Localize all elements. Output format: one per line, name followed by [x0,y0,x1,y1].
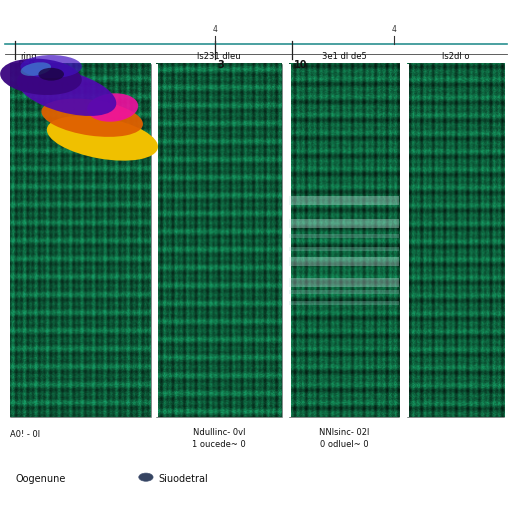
Text: 3: 3 [218,60,224,70]
Bar [156,64,282,417]
Bar [289,196,399,205]
Ellipse shape [47,116,158,161]
Ellipse shape [87,93,138,122]
Ellipse shape [41,99,143,137]
Text: ring: ring [20,52,37,61]
Ellipse shape [17,68,116,116]
Text: Siuodetral: Siuodetral [159,474,208,484]
Bar [289,301,399,305]
Bar [10,64,151,417]
Text: NNlsinc- 02l: NNlsinc- 02l [319,428,370,437]
Bar [289,278,399,287]
Text: 0 odluel~ 0: 0 odluel~ 0 [320,440,369,450]
Text: Ndullinc- 0vl: Ndullinc- 0vl [193,428,245,437]
Bar [289,290,399,294]
Text: 1 oucede~ 0: 1 oucede~ 0 [192,440,246,450]
Ellipse shape [20,62,51,76]
Text: A0! - 0l: A0! - 0l [10,430,40,439]
Text: 10: 10 [294,60,308,70]
Bar [289,234,399,238]
Bar [403,64,409,417]
Text: 3e1 dl de5: 3e1 dl de5 [322,52,367,61]
Ellipse shape [139,473,153,481]
Bar [152,64,158,417]
Bar [289,64,399,417]
Text: 0 0: 0 0 [18,60,35,70]
Ellipse shape [0,58,82,95]
Ellipse shape [38,68,64,80]
Text: Oogenune: Oogenune [15,474,66,484]
Bar [407,64,504,417]
Bar [289,219,399,228]
Bar [285,64,291,417]
Bar [289,247,399,251]
Text: ls231 dleu: ls231 dleu [197,52,241,61]
Ellipse shape [20,55,82,78]
Text: 4: 4 [392,25,397,34]
Text: ls2dl o: ls2dl o [442,52,470,61]
Text: 4: 4 [212,25,218,34]
Bar [289,257,399,266]
